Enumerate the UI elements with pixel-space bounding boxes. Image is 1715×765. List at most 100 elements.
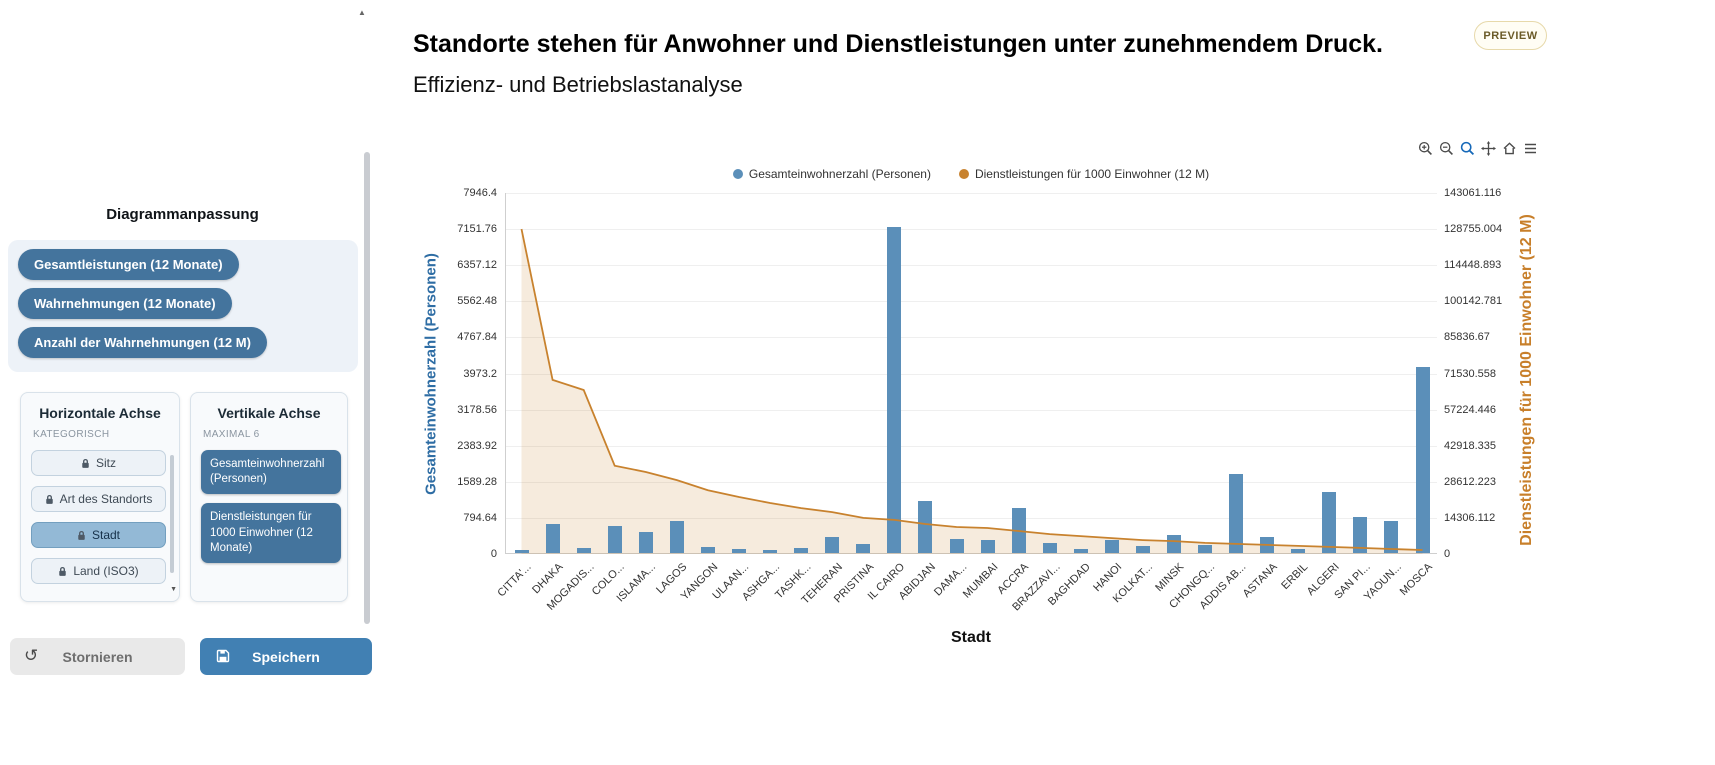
horizontal-axis-item[interactable]: Art des Standorts xyxy=(31,486,166,512)
gridline xyxy=(506,229,1437,231)
bar[interactable] xyxy=(949,538,964,553)
metric-pill[interactable]: Gesamtleistungen (12 Monate) xyxy=(18,249,239,280)
bar[interactable] xyxy=(1166,534,1181,553)
bar[interactable] xyxy=(1353,516,1368,553)
left-axis-tick-label: 3973.2 xyxy=(463,367,497,380)
home-icon xyxy=(1503,142,1516,155)
sidebar-heading: Diagrammanpassung xyxy=(106,206,259,223)
legend-label: Dienstleistungen für 1000 Einwohner (12 … xyxy=(974,167,1210,181)
legend-item-services[interactable]: Dienstleistungen für 1000 Einwohner (12 … xyxy=(958,167,1210,181)
zoom-out-button[interactable] xyxy=(1437,140,1456,158)
left-axis-tick-label: 7151.76 xyxy=(457,223,497,236)
zoom-in-icon xyxy=(1418,141,1432,155)
bar[interactable] xyxy=(1042,543,1057,553)
save-button-label: Speichern xyxy=(252,648,320,665)
right-axis-tick-label: 100142.781 xyxy=(1444,295,1503,308)
sidebar-scrollbar[interactable] xyxy=(364,152,370,624)
horizontal-axis-item-label: Art des Standorts xyxy=(59,492,153,506)
right-axis-tick-label: 28612.223 xyxy=(1444,475,1496,488)
legend-item-population[interactable]: Gesamteinwohnerzahl (Personen) xyxy=(732,167,931,181)
bar[interactable] xyxy=(1260,537,1275,553)
bar[interactable] xyxy=(918,500,933,553)
left-axis-tick-label: 4767.84 xyxy=(457,331,497,344)
lock-icon xyxy=(45,494,53,504)
bar[interactable] xyxy=(732,548,746,553)
right-axis-tick-label: 85836.67 xyxy=(1444,331,1490,344)
bar[interactable] xyxy=(638,532,653,553)
undo-icon: ↺ xyxy=(24,646,39,665)
menu-button[interactable] xyxy=(1521,140,1540,158)
gridline xyxy=(506,337,1437,339)
vertical-axis-item-list: Gesamteinwohnerzahl (Personen) Dienstleis… xyxy=(201,450,341,563)
vertical-axis-title: Vertikale Achse xyxy=(217,405,321,421)
legend-label: Gesamteinwohnerzahl (Personen) xyxy=(748,167,931,181)
horizontal-axis-title: Horizontale Achse xyxy=(39,405,161,421)
scroll-down-icon[interactable]: ▼ xyxy=(170,586,177,593)
zoom-in-button[interactable] xyxy=(1416,140,1435,158)
lock-icon xyxy=(82,458,89,468)
right-axis-tick-label: 143061.116 xyxy=(1444,187,1502,199)
pan-button[interactable] xyxy=(1479,140,1498,158)
bar[interactable] xyxy=(1198,544,1212,553)
x-axis-tick-label: MOSCA xyxy=(1397,561,1435,599)
bar[interactable] xyxy=(1415,366,1430,553)
left-axis-tick-label: 0 xyxy=(490,548,497,560)
gridline xyxy=(506,301,1437,303)
save-button[interactable]: Speichern xyxy=(200,638,372,675)
bar[interactable] xyxy=(825,537,840,553)
vertical-axis-item[interactable]: Dienstleistungen für 1000 Einwohner (12 … xyxy=(201,503,341,563)
horizontal-axis-item-list: Sitz Art des Standorts Stadt Land (ISO3) xyxy=(31,450,169,584)
home-button[interactable] xyxy=(1500,140,1519,158)
gridline xyxy=(506,445,1437,447)
horizontal-axis-item-label: Stadt xyxy=(91,528,121,542)
left-axis-title: Gesamteinwohnerzahl (Personen) xyxy=(422,253,440,495)
vertical-axis-item[interactable]: Gesamteinwohnerzahl (Personen) xyxy=(201,450,341,495)
bar[interactable] xyxy=(669,521,684,553)
bar[interactable] xyxy=(887,227,902,553)
horizontal-axis-item[interactable]: Land (ISO3) xyxy=(31,558,166,584)
cancel-button[interactable]: ↺ Stornieren xyxy=(10,638,185,675)
plot[interactable] xyxy=(505,193,1437,554)
bar[interactable] xyxy=(763,549,778,553)
bar[interactable] xyxy=(545,523,560,553)
bar[interactable] xyxy=(1104,539,1119,553)
bar[interactable] xyxy=(576,548,591,553)
left-axis-tick-label: 7946.4 xyxy=(463,187,497,199)
bar[interactable] xyxy=(514,550,529,553)
left-axis-tick-label: 794.64 xyxy=(463,511,497,524)
metric-pill[interactable]: Wahrnehmungen (12 Monate) xyxy=(18,288,232,319)
bar[interactable] xyxy=(1073,548,1088,553)
bar[interactable] xyxy=(1291,548,1306,553)
scroll-up-icon[interactable]: ▲ xyxy=(358,8,366,17)
bar[interactable] xyxy=(1229,473,1244,553)
gridline xyxy=(506,193,1437,194)
bar[interactable] xyxy=(856,543,871,553)
horizontal-axis-item[interactable]: Sitz xyxy=(31,450,166,476)
bar[interactable] xyxy=(1322,491,1337,553)
bar[interactable] xyxy=(1011,507,1026,553)
bar[interactable] xyxy=(1135,546,1150,553)
bar[interactable] xyxy=(607,526,622,553)
left-axis-tick-label: 3178.56 xyxy=(457,403,497,416)
cancel-button-label: Stornieren xyxy=(62,648,133,665)
bar[interactable] xyxy=(794,548,809,553)
bar[interactable] xyxy=(980,539,995,553)
right-axis-tick-label: 42918.335 xyxy=(1444,439,1496,452)
box-zoom-icon xyxy=(1460,141,1475,156)
box-zoom-button[interactable] xyxy=(1458,140,1477,158)
vertical-axis-panel: Vertikale Achse MAXIMAL 6 Gesamteinwohne… xyxy=(190,392,348,602)
gridline xyxy=(506,481,1437,483)
lock-icon xyxy=(78,530,85,540)
bar[interactable] xyxy=(1384,521,1399,553)
metric-pill[interactable]: Anzahl der Wahrnehmungen (12 M) xyxy=(18,327,267,358)
x-axis-tick-label: CITTA'... xyxy=(495,561,534,600)
horizontal-axis-scrollbar[interactable] xyxy=(170,455,174,573)
horizontal-axis-item[interactable]: Stadt xyxy=(31,522,166,548)
menu-icon xyxy=(1525,143,1536,154)
save-icon xyxy=(216,649,230,663)
bar[interactable] xyxy=(700,547,715,553)
chart-toolbar xyxy=(1416,140,1540,158)
vertical-axis-subtitle: MAXIMAL 6 xyxy=(203,429,260,440)
horizontal-axis-item-label: Sitz xyxy=(95,456,116,470)
